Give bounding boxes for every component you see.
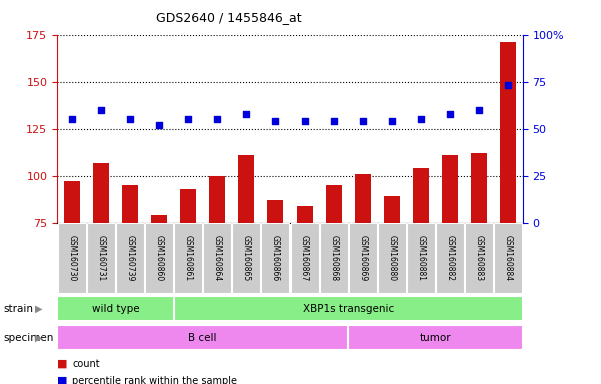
Point — [270, 118, 280, 124]
Text: GSM160880: GSM160880 — [388, 235, 397, 281]
Bar — [209, 176, 225, 223]
Text: GSM160867: GSM160867 — [300, 235, 309, 281]
Text: GSM160866: GSM160866 — [271, 235, 280, 281]
Bar — [57, 296, 174, 321]
Text: B cell: B cell — [188, 333, 217, 343]
Bar — [180, 189, 196, 223]
Bar — [64, 181, 80, 223]
Bar — [349, 223, 377, 293]
Point — [242, 111, 251, 117]
Text: specimen: specimen — [3, 333, 53, 343]
Bar — [267, 200, 284, 223]
Text: GDS2640 / 1455846_at: GDS2640 / 1455846_at — [156, 12, 301, 25]
Bar — [326, 185, 341, 223]
Bar — [239, 155, 254, 223]
Bar — [87, 223, 115, 293]
Bar — [355, 174, 371, 223]
Bar — [151, 215, 167, 223]
Bar — [290, 223, 319, 293]
Point — [329, 118, 338, 124]
Bar — [384, 196, 400, 223]
Text: GSM160860: GSM160860 — [154, 235, 163, 281]
Text: ▶: ▶ — [35, 304, 42, 314]
Bar — [296, 206, 313, 223]
Text: GSM160861: GSM160861 — [183, 235, 192, 281]
Bar — [378, 223, 406, 293]
Bar — [407, 223, 435, 293]
Point — [125, 116, 135, 122]
Text: GSM160864: GSM160864 — [213, 235, 222, 281]
Bar — [233, 223, 260, 293]
Bar — [174, 296, 523, 321]
Bar — [203, 223, 231, 293]
Point — [474, 107, 484, 113]
Bar — [442, 155, 458, 223]
Point — [96, 107, 106, 113]
Point — [212, 116, 222, 122]
Point — [416, 116, 426, 122]
Text: GSM160868: GSM160868 — [329, 235, 338, 281]
Text: GSM160739: GSM160739 — [126, 235, 135, 281]
Bar — [436, 223, 464, 293]
Text: GSM160730: GSM160730 — [67, 235, 76, 281]
Text: ▶: ▶ — [35, 333, 42, 343]
Bar — [122, 185, 138, 223]
Text: tumor: tumor — [419, 333, 451, 343]
Text: ■: ■ — [57, 376, 67, 384]
Text: GSM160869: GSM160869 — [358, 235, 367, 281]
Bar — [495, 223, 522, 293]
Bar — [261, 223, 290, 293]
Text: GSM160865: GSM160865 — [242, 235, 251, 281]
Point — [445, 111, 455, 117]
Bar — [174, 223, 202, 293]
Bar — [465, 223, 493, 293]
Text: GSM160881: GSM160881 — [416, 235, 426, 281]
Text: GSM160882: GSM160882 — [445, 235, 454, 281]
Text: GSM160731: GSM160731 — [96, 235, 105, 281]
Text: wild type: wild type — [91, 304, 139, 314]
Bar — [58, 223, 85, 293]
Text: GSM160884: GSM160884 — [504, 235, 513, 281]
Point — [154, 122, 164, 128]
Bar — [116, 223, 144, 293]
Bar — [320, 223, 347, 293]
Text: XBP1s transgenic: XBP1s transgenic — [302, 304, 394, 314]
Point — [504, 82, 513, 88]
Bar — [348, 325, 523, 350]
Bar — [471, 153, 487, 223]
Point — [358, 118, 368, 124]
Bar — [500, 42, 516, 223]
Text: strain: strain — [3, 304, 33, 314]
Point — [387, 118, 397, 124]
Text: GSM160883: GSM160883 — [475, 235, 484, 281]
Text: ■: ■ — [57, 359, 67, 369]
Point — [300, 118, 310, 124]
Point — [67, 116, 76, 122]
Text: count: count — [72, 359, 100, 369]
Text: percentile rank within the sample: percentile rank within the sample — [72, 376, 237, 384]
Bar — [93, 162, 109, 223]
Bar — [413, 168, 429, 223]
Bar — [145, 223, 173, 293]
Bar — [57, 325, 348, 350]
Point — [183, 116, 193, 122]
